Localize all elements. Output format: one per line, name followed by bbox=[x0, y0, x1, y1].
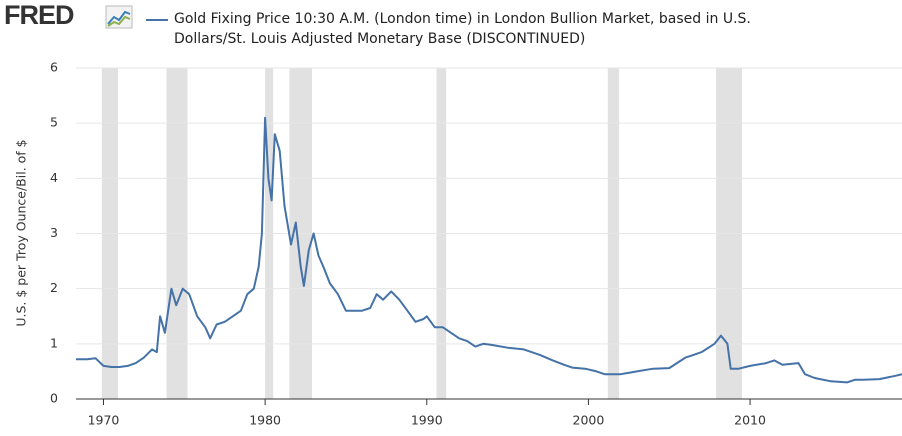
legend-label: Gold Fixing Price 10:30 A.M. (London tim… bbox=[174, 11, 751, 47]
x-tick-label: 1980 bbox=[249, 413, 281, 428]
logo-icon bbox=[105, 5, 133, 29]
legend-swatch bbox=[146, 19, 168, 21]
y-tick-label: 5 bbox=[50, 115, 58, 130]
y-tick-label: 3 bbox=[50, 225, 58, 240]
y-tick-label: 0 bbox=[50, 391, 58, 406]
y-axis-label: U.S. $ per Troy Ounce/Bil. of $ bbox=[14, 139, 29, 326]
x-tick-label: 2000 bbox=[573, 413, 605, 428]
series-line bbox=[76, 116, 902, 384]
y-tick-label: 2 bbox=[50, 280, 58, 295]
y-tick-label: 4 bbox=[50, 170, 58, 185]
y-tick-label: 6 bbox=[50, 60, 58, 75]
x-tick-label: 1990 bbox=[411, 413, 443, 428]
logo[interactable]: FRED bbox=[4, 0, 74, 30]
y-tick-label: 1 bbox=[50, 335, 58, 350]
x-tick-label: 1970 bbox=[88, 413, 120, 428]
x-tick-label: 2010 bbox=[734, 413, 766, 428]
legend: Gold Fixing Price 10:30 A.M. (London tim… bbox=[146, 9, 814, 49]
